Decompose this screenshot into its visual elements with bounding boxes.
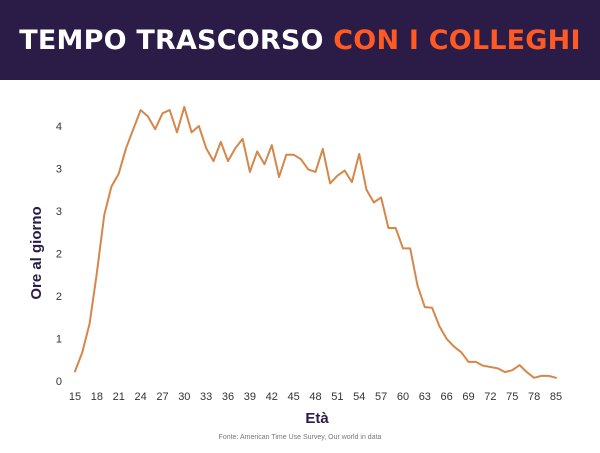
title-part-2: CON I COLLEGHI [333, 24, 581, 56]
x-tick-label: 36 [222, 391, 234, 403]
x-tick-label: 63 [419, 391, 431, 403]
x-tick-label: 72 [484, 391, 496, 403]
x-tick-label: 54 [353, 391, 365, 403]
y-tick-label: 4 [56, 121, 62, 133]
y-axis-label: Ore al giorno [28, 206, 45, 299]
x-tick-label: 78 [528, 391, 540, 403]
x-tick-label: 57 [375, 391, 387, 403]
y-tick-label: 3 [56, 206, 62, 218]
x-tick-label: 85 [550, 391, 562, 403]
y-tick-label: 0 [56, 376, 62, 388]
y-tick-labels: 0 1 2 2 3 3 4 [56, 121, 62, 388]
x-tick-labels: 15 18 21 24 27 30 33 36 39 42 45 48 51 54 57 60 63 66 69 72… [69, 391, 562, 403]
x-tick-label: 48 [309, 391, 321, 403]
x-tick-label: 33 [200, 391, 212, 403]
x-tick-label: 30 [178, 391, 190, 403]
page-title: TEMPO TRASCORSO CON I COLLEGHI [19, 25, 580, 56]
x-tick-label: 15 [69, 391, 81, 403]
x-tick-label: 69 [462, 391, 474, 403]
y-tick-label: 3 [56, 164, 62, 176]
title-banner: TEMPO TRASCORSO CON I COLLEGHI [0, 0, 600, 80]
x-tick-label: 39 [244, 391, 256, 403]
title-part-1: TEMPO TRASCORSO [19, 24, 324, 56]
x-axis-label: Età [305, 410, 329, 427]
y-tick-label: 2 [56, 291, 62, 303]
x-tick-label: 45 [288, 391, 300, 403]
x-tick-label: 42 [266, 391, 278, 403]
x-tick-label: 24 [134, 391, 146, 403]
y-tick-label: 1 [56, 334, 62, 346]
line-chart: Età Ore al giorno 15 18 21 24 27 30 33 36 39 42 45… [28, 105, 562, 427]
y-tick-label: 2 [56, 249, 62, 261]
x-tick-label: 60 [397, 391, 409, 403]
x-tick-label: 66 [441, 391, 453, 403]
x-tick-label: 51 [331, 391, 343, 403]
x-tick-label: 75 [506, 391, 518, 403]
x-tick-label: 21 [113, 391, 125, 403]
source-note: Fonte: American Time Use Survey, Our wor… [218, 434, 382, 441]
series-line [74, 105, 557, 379]
x-tick-label: 18 [91, 391, 103, 403]
x-tick-label: 27 [156, 391, 168, 403]
